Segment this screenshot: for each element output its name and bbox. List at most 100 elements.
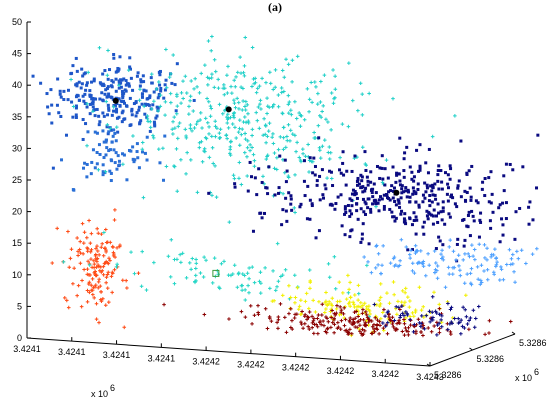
- point-s8: [311, 318, 316, 323]
- point-s1: [132, 160, 136, 164]
- point-s5: [124, 278, 128, 283]
- point-s6: [240, 272, 245, 276]
- point-s5: [99, 290, 103, 294]
- point-s8: [284, 330, 289, 335]
- point-s3: [289, 202, 293, 206]
- point-s2: [85, 143, 89, 148]
- point-s1: [104, 153, 108, 157]
- point-s8: [364, 313, 369, 317]
- point-s4: [479, 280, 484, 285]
- point-s2: [328, 150, 333, 155]
- point-s7: [432, 290, 436, 295]
- point-s2: [293, 99, 297, 104]
- point-s2: [226, 112, 230, 116]
- point-s5: [95, 244, 99, 248]
- point-s2: [270, 104, 275, 109]
- point-s7: [403, 300, 407, 305]
- point-s3: [357, 182, 361, 186]
- point-s2: [281, 147, 286, 152]
- point-s2: [272, 151, 277, 155]
- point-s8: [315, 324, 320, 329]
- point-s2: [253, 76, 258, 81]
- point-s2: [242, 64, 247, 68]
- point-s5: [105, 260, 110, 265]
- point-s0: [107, 92, 111, 96]
- point-s7: [293, 295, 298, 300]
- point-s7: [341, 291, 345, 295]
- point-s0: [140, 95, 144, 99]
- point-s2: [268, 81, 273, 86]
- point-s3: [456, 184, 460, 188]
- point-s3: [283, 158, 287, 162]
- point-s3: [362, 210, 366, 214]
- point-s3: [344, 211, 348, 215]
- point-s3: [443, 171, 447, 175]
- point-s3: [395, 173, 399, 177]
- point-s2: [250, 45, 255, 50]
- point-s0: [140, 102, 144, 106]
- point-s8: [390, 315, 395, 320]
- point-s6: [139, 284, 144, 289]
- point-s8: [310, 321, 315, 325]
- point-s7: [356, 312, 361, 317]
- point-s8: [342, 306, 347, 310]
- point-s2: [117, 83, 121, 87]
- point-s4: [485, 258, 489, 262]
- point-s6: [356, 291, 361, 296]
- point-s3: [351, 188, 355, 192]
- point-s2: [306, 142, 310, 147]
- point-s0: [150, 81, 154, 85]
- point-s3: [369, 210, 373, 214]
- point-s0: [101, 99, 105, 103]
- point-s7: [359, 300, 363, 305]
- point-s8: [378, 323, 382, 328]
- point-s9: [472, 325, 477, 330]
- point-s0: [77, 80, 81, 84]
- point-s3: [361, 197, 365, 201]
- point-s8: [319, 322, 323, 327]
- point-s3: [367, 242, 371, 246]
- point-s4: [494, 264, 498, 269]
- point-s0: [151, 103, 155, 107]
- point-s3: [394, 216, 398, 220]
- centroid-1: [225, 106, 232, 113]
- point-s2: [222, 86, 227, 91]
- point-s2: [233, 125, 237, 130]
- point-s7: [378, 295, 383, 300]
- point-s2: [273, 68, 278, 72]
- point-s7: [353, 293, 357, 297]
- point-s2: [184, 136, 189, 140]
- point-s0: [46, 105, 50, 109]
- point-s6: [144, 288, 149, 292]
- point-s8: [360, 333, 364, 337]
- z-tick-label: 5: [17, 301, 22, 311]
- point-s8: [429, 330, 434, 334]
- point-s2: [324, 117, 328, 122]
- point-s3: [350, 212, 354, 216]
- point-s0: [58, 89, 62, 93]
- point-s2: [258, 102, 262, 106]
- point-s3: [521, 165, 525, 169]
- point-s3: [418, 164, 422, 168]
- point-s0: [95, 107, 99, 111]
- point-s8: [356, 319, 361, 324]
- point-s8: [333, 313, 338, 317]
- point-s3: [431, 214, 435, 218]
- point-s1: [83, 161, 87, 165]
- point-s6: [327, 275, 332, 280]
- point-s0: [156, 106, 160, 110]
- point-s4: [376, 263, 380, 267]
- point-s2: [234, 136, 238, 140]
- point-s2: [254, 90, 259, 95]
- point-s4: [408, 256, 412, 260]
- point-s2: [286, 122, 291, 127]
- point-s1: [109, 179, 113, 183]
- point-s2: [161, 146, 165, 151]
- centroid-3: [212, 269, 220, 277]
- point-s3: [320, 168, 324, 172]
- point-s5: [90, 277, 95, 281]
- point-s4: [479, 263, 484, 268]
- point-s0: [59, 114, 63, 118]
- point-s0: [103, 69, 107, 73]
